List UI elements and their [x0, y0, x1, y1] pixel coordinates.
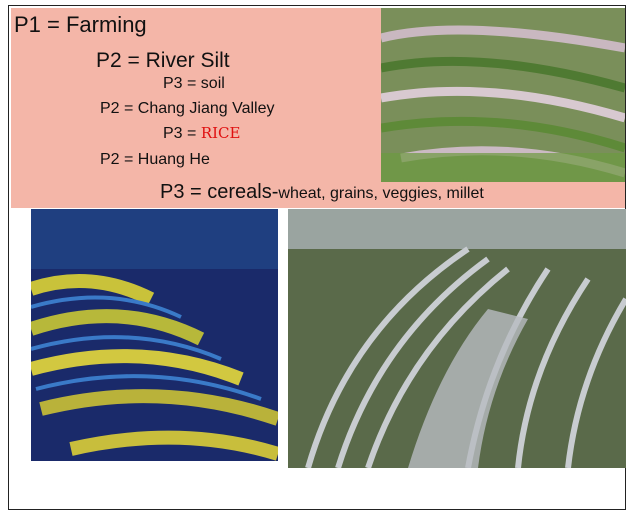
line-p2: P2 = Chang Jiang Valley	[100, 101, 274, 117]
slide: P1 = Farming P2 = River Silt P3 = soil P…	[8, 5, 626, 510]
line-p3: P3 = soil	[163, 76, 225, 92]
photo-water-terraces	[288, 209, 626, 468]
line-main: P3 = cereals-	[160, 181, 278, 203]
line-p2: P2 = Huang He	[100, 152, 210, 168]
photo-terraces-farmers	[381, 8, 625, 182]
photo-golden-terraces	[31, 209, 278, 461]
page: P1 = Farming P2 = River Silt P3 = soil P…	[0, 0, 635, 515]
line-p2: P2 = River Silt	[96, 50, 230, 71]
line-p1: P1 = Farming	[14, 14, 147, 36]
line-p3: P3 = cereals-wheat, grains, veggies, mil…	[160, 182, 484, 202]
line-p3: P3 = RICE	[163, 126, 240, 142]
line-prefix: P3 =	[163, 125, 201, 142]
highlight: RICE	[201, 124, 241, 142]
line-detail: wheat, grains, veggies, millet	[278, 185, 483, 202]
